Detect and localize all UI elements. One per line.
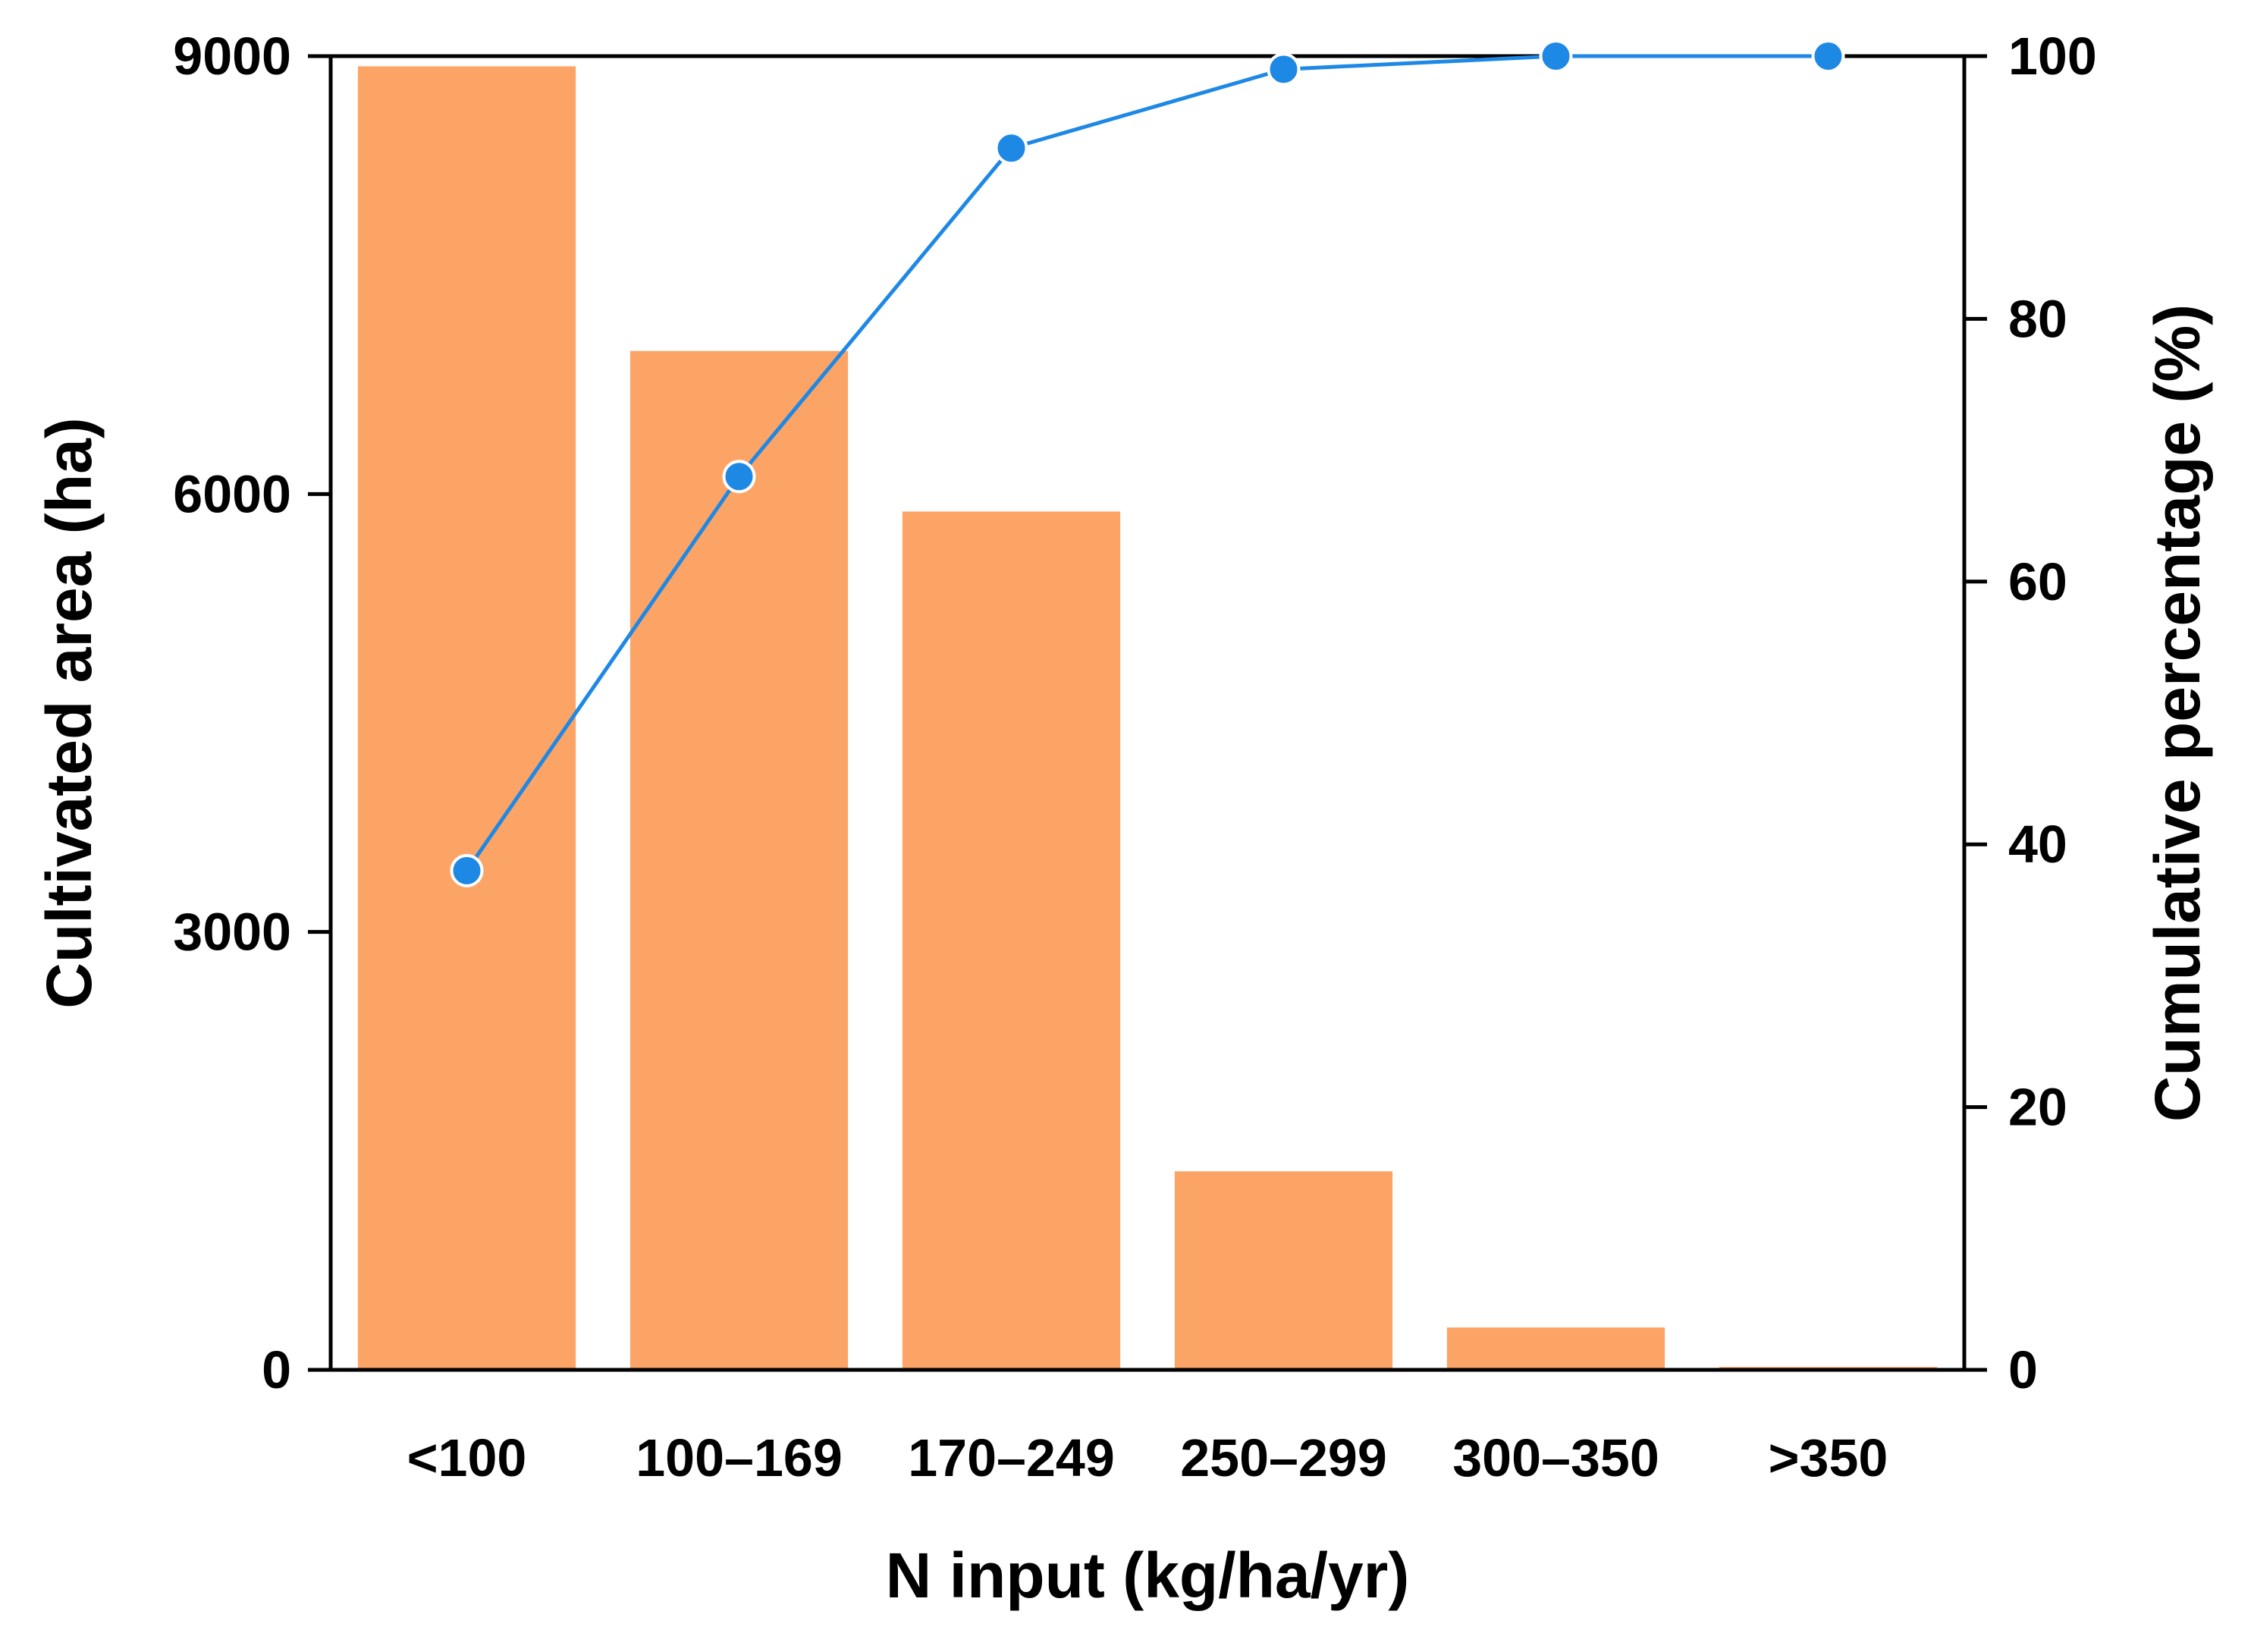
cumulative-point-4 [1539,39,1573,73]
left-tick-label-3: 9000 [173,27,291,86]
right-tick-label-2: 40 [2008,815,2067,874]
x-tick-labels: <100 100–169 170–249 250–299 300–350 >350 [407,1428,1888,1487]
right-y-axis-title: Cumulative percentage (%) [2142,304,2213,1122]
left-tick-label-0: 0 [262,1340,291,1399]
x-tick-label-0: <100 [407,1428,527,1487]
cumulative-point-0 [450,853,484,887]
x-tick-label-2: 170–249 [908,1428,1115,1487]
cumulative-point-1 [722,460,756,494]
cumulative-point-2 [994,131,1028,165]
right-tick-label-3: 60 [2008,552,2067,611]
right-tick-label-0: 0 [2008,1340,2038,1399]
bar-1 [629,350,849,1370]
bar-0 [357,66,576,1371]
cumulative-point-5 [1811,39,1845,73]
x-tick-label-5: >350 [1769,1428,1888,1487]
left-y-axis-title: Cultivated area (ha) [33,417,105,1009]
right-y-ticks: 0 20 40 60 80 100 [1964,27,2097,1399]
bar-series [357,66,1938,1371]
bar-4 [1446,1327,1665,1370]
x-axis-title: N input (kg/ha/yr) [886,1540,1410,1611]
cumulative-point-3 [1267,52,1301,86]
bar-3 [1174,1171,1393,1370]
x-tick-label-3: 250–299 [1180,1428,1387,1487]
left-y-ticks: 0 3000 6000 9000 [173,27,331,1399]
x-tick-label-4: 300–350 [1452,1428,1659,1487]
cumulative-line [465,54,1829,872]
x-tick-label-1: 100–169 [636,1428,843,1487]
cumulative-line-series [450,39,1845,887]
left-tick-label-1: 3000 [173,903,291,962]
right-tick-label-1: 20 [2008,1078,2067,1137]
right-tick-label-4: 80 [2008,289,2067,348]
left-tick-label-2: 6000 [173,464,291,523]
bar-2 [902,511,1121,1370]
right-tick-label-5: 100 [2008,27,2097,86]
